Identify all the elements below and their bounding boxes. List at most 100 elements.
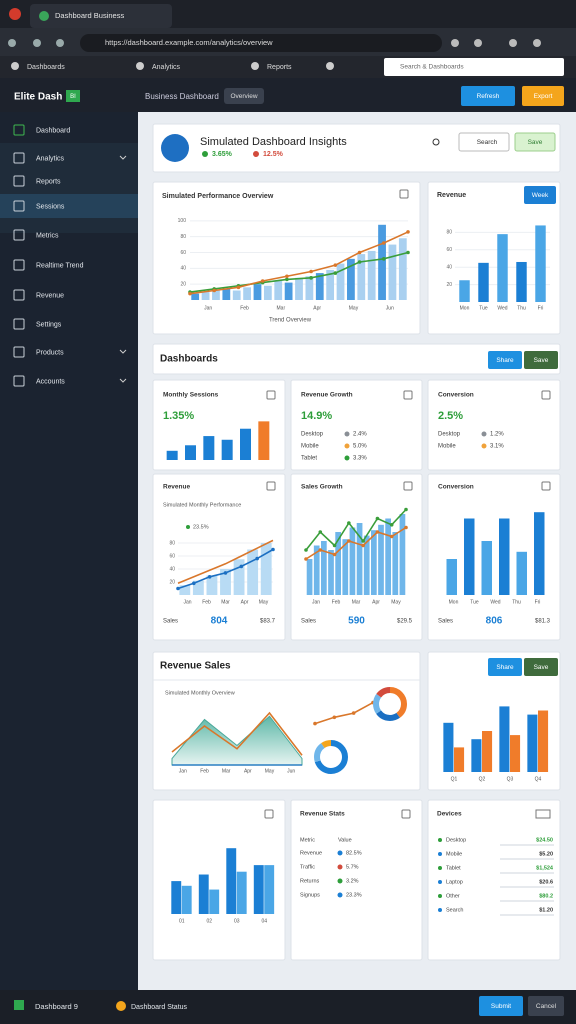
button[interactable] [458, 132, 510, 152]
icon [399, 189, 409, 199]
button[interactable] [524, 351, 558, 369]
nav-button[interactable] [56, 39, 64, 47]
x-tick-label: Jan [183, 599, 191, 605]
legend-dot [438, 852, 442, 856]
button[interactable] [522, 86, 564, 106]
row-value: $80.2 [539, 893, 553, 899]
row-label: Search [446, 907, 463, 913]
bar [527, 714, 538, 772]
bar [454, 747, 465, 772]
nav-item[interactable]: Settings [36, 321, 62, 328]
button-label[interactable]: Submit [491, 1003, 511, 1010]
bar [233, 559, 245, 595]
bar [313, 545, 320, 595]
nav-button[interactable] [8, 39, 16, 47]
y-tick-label: 40 [169, 566, 175, 572]
button-label[interactable]: Week [532, 192, 549, 199]
button-label[interactable]: Export [534, 93, 553, 100]
nav-button[interactable] [33, 39, 41, 47]
page-title: Business Dashboard [145, 92, 219, 101]
x-tick-label: Feb [200, 768, 209, 774]
x-tick-label: May [349, 305, 359, 311]
nav-item[interactable]: Sessions [36, 203, 65, 210]
bar [356, 523, 363, 595]
button-label[interactable]: Search [477, 139, 498, 146]
button-label[interactable]: Refresh [477, 93, 500, 100]
x-tick-label: May [259, 599, 269, 605]
nav-icon [13, 318, 25, 330]
point [381, 257, 386, 261]
button-label[interactable]: Save [534, 357, 549, 364]
caret [119, 378, 127, 383]
y-tick-label: 80 [446, 230, 452, 236]
bar [166, 450, 178, 460]
point [357, 260, 362, 264]
bookmark[interactable]: Dashboards [27, 64, 65, 71]
x-tick-label: May [265, 768, 275, 774]
legend-dot [481, 443, 487, 449]
button-label[interactable]: Cancel [536, 1003, 557, 1010]
point [271, 547, 275, 552]
nav-item[interactable]: Revenue [36, 292, 64, 299]
tab-title[interactable]: Dashboard Business [55, 11, 124, 20]
button[interactable] [514, 132, 556, 152]
legend-dot [344, 455, 350, 461]
card [427, 379, 561, 471]
nav-item[interactable]: Realtime Trend [36, 262, 84, 269]
x-tick-label: 02 [206, 918, 212, 924]
nav-item[interactable]: Dashboard [36, 127, 70, 134]
legend-dot [337, 864, 343, 870]
legend-dot [344, 431, 350, 437]
x-tick-label: Wed [497, 305, 507, 311]
nav-item[interactable]: Reports [36, 178, 61, 185]
nav-item[interactable]: Products [36, 349, 64, 356]
button-label[interactable]: Share [496, 664, 514, 671]
button-label[interactable]: Share [496, 357, 514, 364]
legend-dot [337, 892, 343, 898]
button[interactable] [488, 351, 522, 369]
button[interactable] [488, 658, 522, 676]
legend-dot [337, 850, 343, 856]
bar [260, 543, 272, 595]
card [290, 799, 423, 961]
bar [349, 527, 356, 595]
bookmark[interactable]: Reports [267, 64, 292, 71]
x-tick-label: Tue [470, 599, 479, 605]
bar [253, 284, 262, 300]
icon [266, 390, 276, 400]
point [406, 250, 410, 255]
kpi-value: 2.5% [438, 410, 463, 422]
point [381, 241, 386, 245]
x-tick-label: Apr [244, 768, 252, 774]
button[interactable] [528, 996, 564, 1016]
button[interactable] [461, 86, 515, 106]
nav-item[interactable]: Analytics [36, 155, 65, 162]
point [332, 543, 337, 548]
card [152, 123, 561, 173]
footer-value: 806 [486, 616, 503, 627]
button[interactable] [479, 996, 523, 1016]
url-field[interactable] [80, 34, 442, 52]
bookmark[interactable]: Analytics [152, 64, 181, 71]
footer-link[interactable]: Dashboard Status [131, 1004, 188, 1011]
icon [403, 481, 413, 491]
search-field[interactable] [384, 58, 564, 76]
button-label[interactable]: Save [534, 664, 549, 671]
row-label: Traffic [300, 864, 315, 870]
point [192, 581, 196, 586]
bar [388, 244, 397, 300]
row-label: Mobile [301, 444, 319, 450]
row-value: 23.3% [346, 892, 362, 898]
nav-item[interactable]: Metrics [36, 232, 59, 239]
tab[interactable] [30, 4, 172, 28]
button[interactable] [524, 658, 558, 676]
x-tick-label: Jan [312, 599, 320, 605]
bar [385, 518, 391, 595]
button-label[interactable]: Save [528, 139, 543, 146]
bar [363, 535, 370, 595]
nav-item[interactable]: Accounts [36, 378, 65, 385]
bar [236, 871, 247, 914]
x-tick-label: Fri [538, 305, 544, 311]
button[interactable] [524, 186, 556, 204]
